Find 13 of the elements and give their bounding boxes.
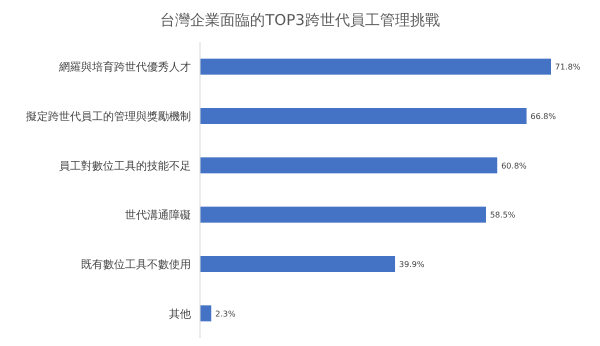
data-label: 58.5% — [490, 210, 516, 220]
title: 台灣企業面臨的TOP3跨世代員工管理挑戰 — [160, 11, 440, 29]
y-tick-label: 既有數位工具不數使用 — [81, 258, 191, 271]
y-tick-label: 擬定跨世代員工的管理與獎勵機制 — [26, 110, 191, 123]
y-tick-label: 網羅與培育跨世代優秀人才 — [58, 60, 191, 74]
data-label: 71.8% — [555, 62, 581, 72]
data-label: 60.8% — [501, 161, 528, 170]
data-label: 66.8% — [530, 112, 556, 121]
y-tick-label: 員工對數位工具的技能不足 — [59, 159, 191, 172]
y-tick-label: 其他 — [169, 307, 191, 320]
y-tick-label: 世代溝通障礙 — [125, 208, 191, 222]
data-label: 39.9% — [399, 260, 425, 269]
data-label: 2.3% — [215, 309, 236, 318]
